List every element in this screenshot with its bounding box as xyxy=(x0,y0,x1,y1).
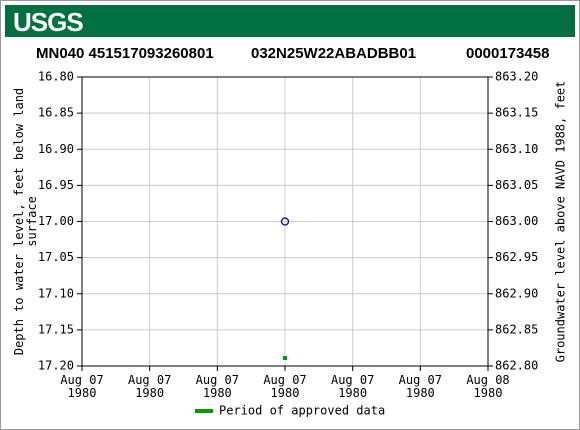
y2-tick-label: 863.10 xyxy=(495,142,538,156)
y2-tick-label: 863.05 xyxy=(495,178,538,192)
y-axis-label: Depth to water level, feet below landsur… xyxy=(12,88,39,355)
x-tick-label: Aug 07 1980 xyxy=(398,373,442,400)
x-tick-label: Aug 07 1980 xyxy=(330,373,375,400)
y2-tick-label: 862.95 xyxy=(495,250,538,264)
plot-frame xyxy=(81,76,489,367)
logo: USGS xyxy=(13,7,84,37)
y-tick-label: 17.15 xyxy=(38,322,74,336)
chart-title: 032N25W22ABADBB01 xyxy=(251,45,416,62)
y2-tick-label: 863.00 xyxy=(495,214,538,228)
y-axis-label-line: surface xyxy=(25,196,39,247)
y-tick-label: 17.20 xyxy=(38,359,74,373)
x-tick-label: Aug 07 1980 xyxy=(195,373,239,400)
chart-title: 0000173458 xyxy=(466,45,549,62)
approved-period-mark xyxy=(283,356,287,360)
y-tick-label: 16.85 xyxy=(38,106,74,120)
y-tick-label: 17.05 xyxy=(38,250,74,264)
x-tick-label: Aug 07 1980 xyxy=(60,373,104,400)
data-point xyxy=(280,217,290,226)
y-tick-label: 16.90 xyxy=(38,142,74,156)
y-tick-label: 16.80 xyxy=(38,70,74,84)
y-tick-label: 17.00 xyxy=(38,214,74,228)
legend-label: Period of approved data xyxy=(219,404,385,418)
usgs-banner: USGS xyxy=(5,5,575,37)
y-tick-label: 16.95 xyxy=(38,178,74,192)
chart-title: MN040 451517093260801 xyxy=(36,45,214,62)
x-tick-label: Aug 07 1980 xyxy=(127,373,172,400)
y2-tick-label: 863.20 xyxy=(495,70,538,84)
x-tick-label: Aug 08 1980 xyxy=(466,373,510,400)
y2-axis-label: Groundwater level above NAVD 1988, feet xyxy=(554,81,568,363)
y-axis-label-line: Depth to water level, feet below land xyxy=(12,88,26,355)
y2-tick-label: 863.15 xyxy=(495,106,538,120)
y-tick-label: 17.10 xyxy=(38,286,74,300)
x-tick-label: Aug 07 1980 xyxy=(263,373,307,400)
y2-tick-label: 862.85 xyxy=(495,322,538,336)
y2-tick-label: 862.80 xyxy=(495,359,538,373)
y2-tick-label: 862.90 xyxy=(495,286,538,300)
